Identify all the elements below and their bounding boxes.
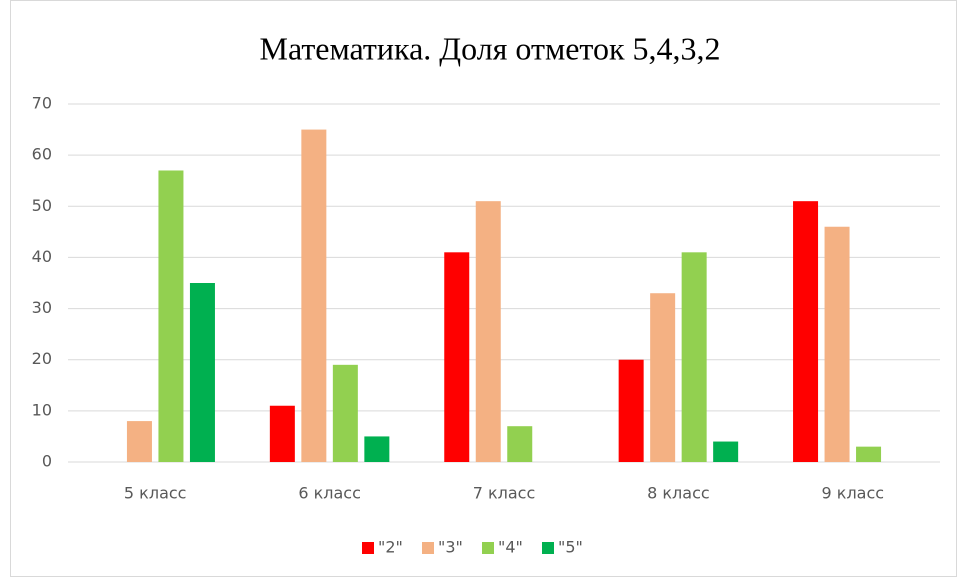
bar — [618, 359, 644, 462]
bar — [713, 441, 739, 462]
legend-label: "5" — [558, 538, 583, 557]
bar — [650, 293, 676, 462]
bar — [301, 129, 327, 463]
bar — [189, 283, 215, 462]
x-tick-label: 9 класс — [822, 484, 885, 503]
y-tick-label: 70 — [32, 94, 52, 113]
y-tick-label: 30 — [32, 298, 52, 317]
bar — [269, 405, 295, 462]
bar — [364, 436, 390, 462]
y-tick-label: 10 — [32, 400, 52, 419]
legend-label: "2" — [378, 538, 403, 557]
x-tick-label: 6 класс — [298, 484, 361, 503]
legend-label: "3" — [438, 538, 463, 557]
legend-swatch — [542, 542, 554, 554]
x-tick-label: 7 класс — [473, 484, 536, 503]
x-tick-label: 5 класс — [124, 484, 187, 503]
bar — [793, 201, 819, 462]
bar — [824, 226, 850, 462]
y-tick-label: 0 — [42, 452, 52, 471]
y-tick-label: 40 — [32, 247, 52, 266]
legend-label: "4" — [498, 538, 523, 557]
bar — [444, 252, 470, 462]
bar — [475, 201, 501, 462]
bar — [507, 426, 533, 462]
legend-swatch — [422, 542, 434, 554]
bar — [126, 421, 152, 462]
y-tick-label: 60 — [32, 145, 52, 164]
legend-swatch — [482, 542, 494, 554]
chart-title: Математика. Доля отметок 5,4,3,2 — [259, 30, 720, 66]
y-tick-label: 50 — [32, 196, 52, 215]
bar — [681, 252, 707, 462]
bar — [332, 364, 358, 462]
x-tick-label: 8 класс — [647, 484, 710, 503]
y-tick-label: 20 — [32, 349, 52, 368]
bar — [158, 170, 184, 462]
legend-swatch — [362, 542, 374, 554]
bar — [856, 446, 882, 462]
